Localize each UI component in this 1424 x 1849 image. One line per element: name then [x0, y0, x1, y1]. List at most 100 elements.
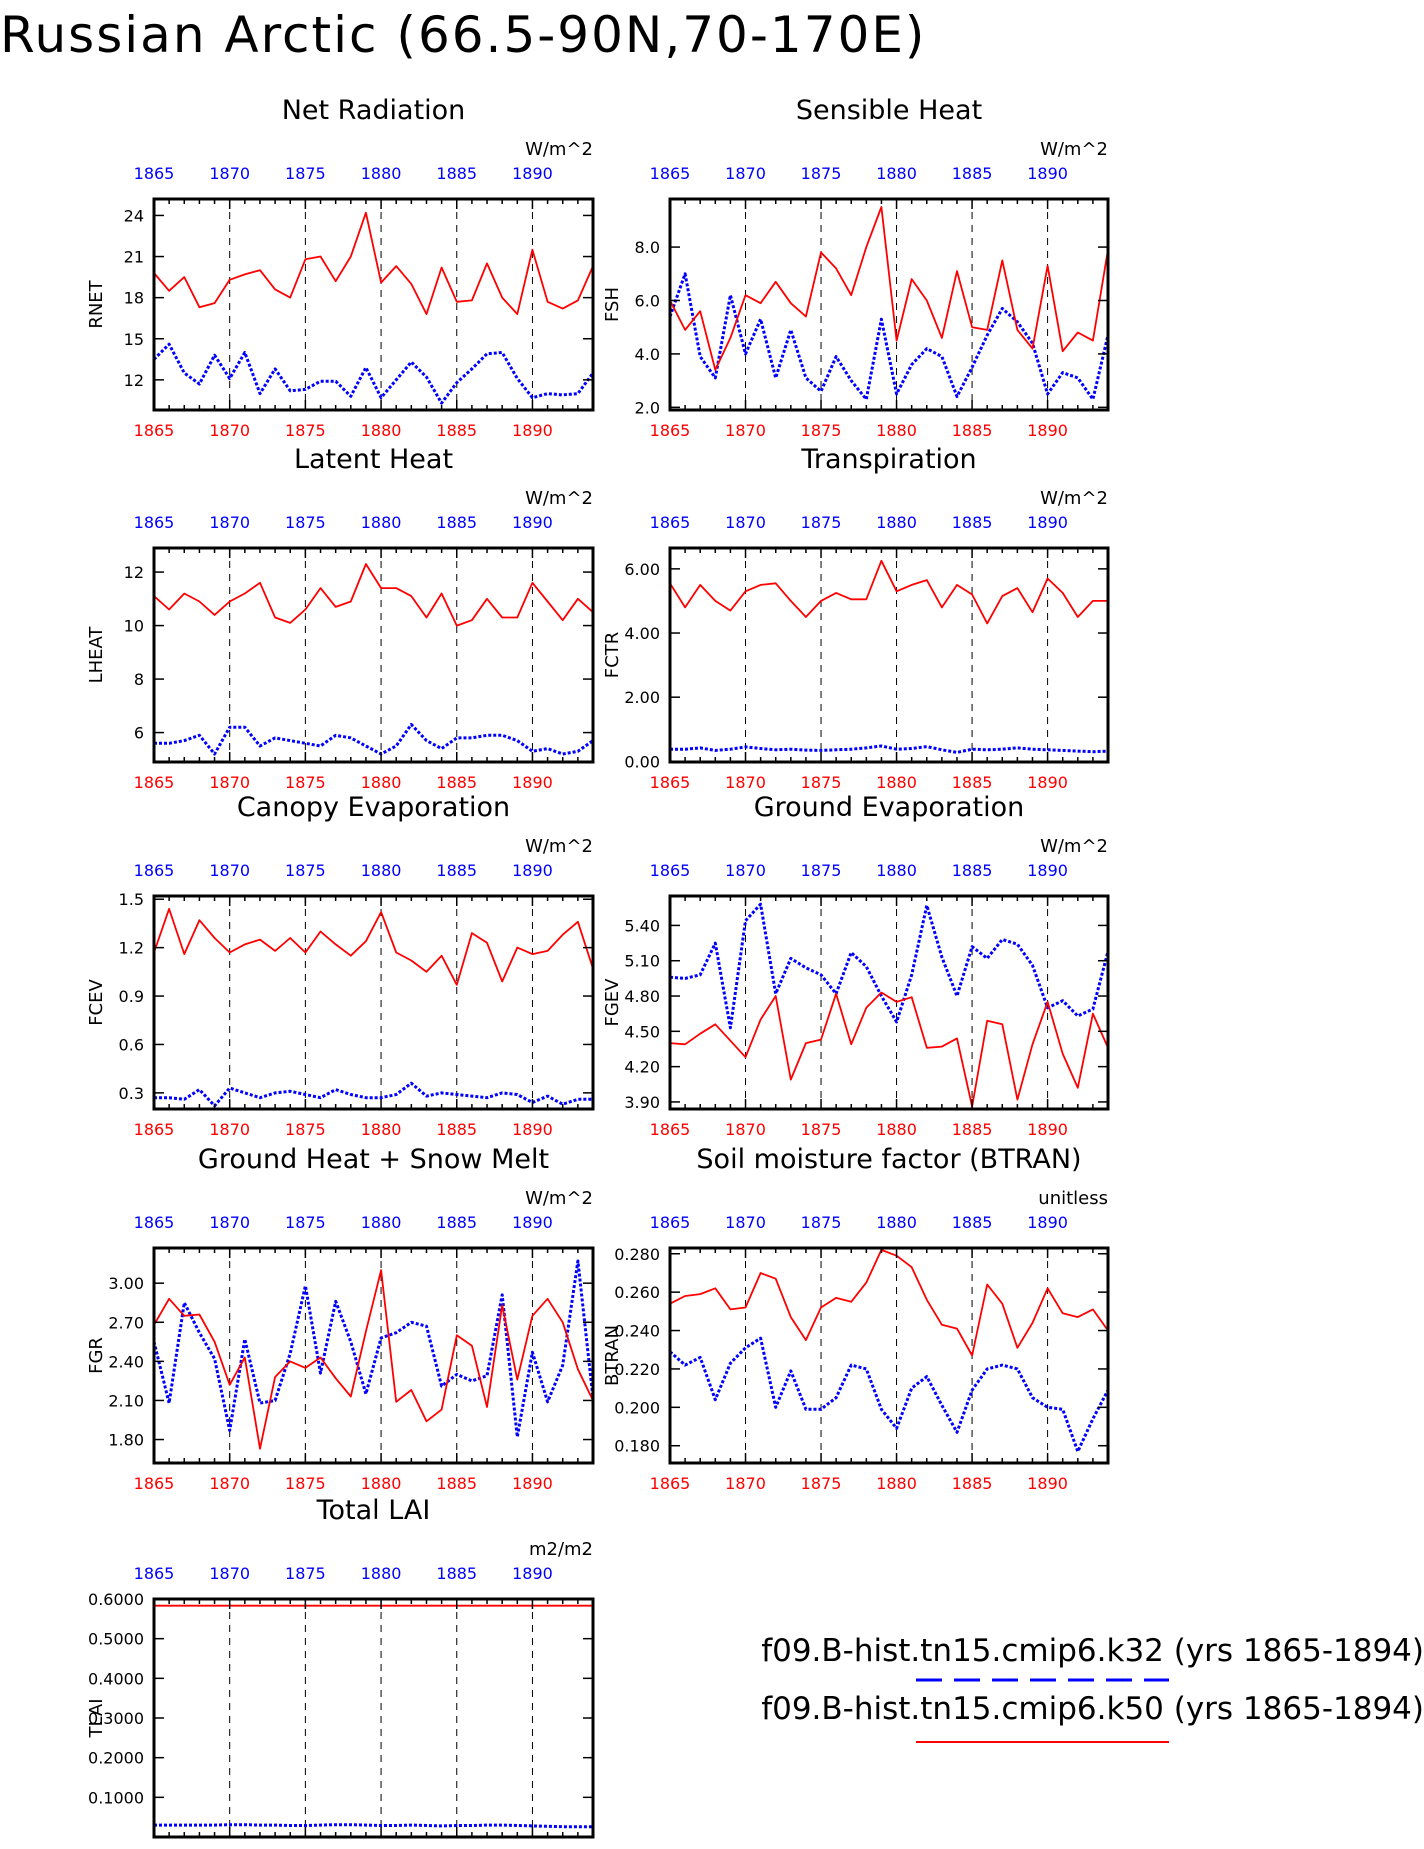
- x-tick-label-top: 1875: [285, 164, 326, 183]
- series-line-k32: [154, 1823, 593, 1829]
- x-tick-label-top: 1885: [436, 1564, 477, 1583]
- plot-frame: [152, 197, 595, 412]
- x-tick-label-bottom: 1890: [512, 773, 553, 792]
- x-tick-label-bottom: 1865: [650, 421, 691, 440]
- y-axis-label: RNET: [86, 279, 107, 328]
- chart-title: Net Radiation: [282, 95, 466, 126]
- chart-fcev: Canopy Evaporation W/m^2 FCEV 1865 1865 1870 1…: [86, 792, 595, 1139]
- y-tick-label: 6.00: [624, 560, 660, 579]
- y-tick-label: 10: [124, 617, 144, 636]
- x-tick-label-top: 1890: [512, 1564, 553, 1583]
- y-tick-label: 1.5: [119, 890, 144, 909]
- x-tick-label-bottom: 1870: [725, 421, 766, 440]
- x-tick-label-top: 1880: [876, 513, 917, 532]
- chart-fgr: Ground Heat + Snow Melt W/m^2 FGR 1865 1865 1…: [86, 1144, 595, 1493]
- x-tick-label-top: 1875: [285, 513, 326, 532]
- chart-title: Latent Heat: [294, 444, 453, 475]
- y-tick-label: 0.9: [119, 987, 144, 1006]
- x-tick-label-top: 1875: [801, 861, 842, 880]
- y-tick-label: 4.0: [635, 345, 660, 364]
- y-tick-label: 18: [124, 289, 144, 308]
- x-tick-label-top: 1890: [1027, 513, 1068, 532]
- legend: f09.B-hist.tn15.cmip6.k32 (yrs 1865-1894…: [761, 1633, 1424, 1743]
- x-tick-label-top: 1875: [285, 861, 326, 880]
- y-axis-label: BTRAN: [602, 1325, 623, 1386]
- x-tick-label-top: 1865: [134, 513, 175, 532]
- plot-frame: [152, 1597, 595, 1839]
- x-tick-label-bottom: 1865: [134, 1474, 175, 1493]
- x-tick-label-top: 1875: [801, 1213, 842, 1232]
- y-tick-label: 8: [134, 670, 144, 689]
- x-tick-label-bottom: 1880: [876, 1474, 917, 1493]
- x-tick-label-top: 1885: [952, 513, 993, 532]
- y-tick-label: 12: [124, 371, 144, 390]
- x-tick-label-top: 1865: [650, 513, 691, 532]
- x-tick-label-top: 1870: [209, 861, 250, 880]
- x-tick-label-bottom: 1890: [512, 1120, 553, 1139]
- plot-frame: [668, 197, 1110, 412]
- y-axis-label: FCTR: [602, 632, 623, 678]
- series-line-k50: [153, 1269, 594, 1450]
- y-tick-label: 0.180: [614, 1437, 660, 1456]
- y-tick-label: 0.3000: [88, 1709, 144, 1728]
- y-tick-label: 3.90: [624, 1093, 660, 1112]
- series-line-k32: [152, 342, 595, 405]
- plot-frame: [668, 546, 1110, 764]
- y-tick-label: 4.80: [624, 987, 660, 1006]
- y-tick-label: 0.260: [614, 1283, 660, 1302]
- y-tick-label: 5.10: [624, 952, 660, 971]
- x-tick-label-top: 1870: [209, 1213, 250, 1232]
- y-tick-label: 0.240: [614, 1322, 660, 1341]
- x-tick-label-top: 1880: [361, 1213, 402, 1232]
- y-axis-label: FGEV: [602, 978, 623, 1027]
- y-tick-label: 0.3: [119, 1084, 144, 1103]
- units-label: unitless: [1038, 1188, 1108, 1209]
- series-line-k32: [669, 902, 1110, 1030]
- units-label: W/m^2: [525, 1188, 593, 1209]
- x-tick-label-top: 1885: [436, 513, 477, 532]
- x-tick-label-top: 1890: [1027, 861, 1068, 880]
- y-tick-label: 6: [134, 724, 144, 743]
- x-tick-label-top: 1870: [209, 513, 250, 532]
- y-tick-label: 2.10: [108, 1391, 144, 1410]
- chart-title: Canopy Evaporation: [237, 792, 510, 823]
- x-tick-label-top: 1885: [436, 861, 477, 880]
- units-label: m2/m2: [529, 1539, 593, 1560]
- y-tick-label: 0.5000: [88, 1630, 144, 1649]
- x-tick-label-top: 1890: [1027, 1213, 1068, 1232]
- series-line-k50: [669, 206, 1109, 371]
- y-tick-label: 2.0: [635, 398, 660, 417]
- x-tick-label-bottom: 1870: [725, 1474, 766, 1493]
- series-line-k50: [153, 908, 594, 986]
- plot-frame: [152, 894, 595, 1111]
- chart-title: Ground Heat + Snow Melt: [198, 1144, 549, 1175]
- x-tick-label-bottom: 1875: [285, 773, 326, 792]
- x-tick-label-top: 1865: [134, 1564, 175, 1583]
- chart-tlai: Total LAIm2/m2TLAI1865186518701870187518…: [86, 1495, 595, 1849]
- x-tick-label-top: 1865: [134, 164, 175, 183]
- chart-fgev: Ground Evaporation W/m^2 FGEV 1865 1865 1870 1…: [602, 792, 1110, 1139]
- x-tick-label-top: 1885: [952, 164, 993, 183]
- x-tick-label-top: 1865: [650, 1213, 691, 1232]
- chart-fsh: Sensible Heat W/m^2 FSH 1865 1865 1870 1870 187…: [602, 95, 1110, 440]
- units-label: W/m^2: [525, 488, 593, 509]
- x-tick-label-top: 1880: [361, 861, 402, 880]
- x-tick-label-top: 1885: [952, 1213, 993, 1232]
- series-line-k32: [668, 272, 1110, 401]
- x-tick-label-top: 1865: [650, 861, 691, 880]
- x-tick-label-top: 1880: [876, 861, 917, 880]
- y-tick-label: 1.80: [108, 1431, 144, 1450]
- x-tick-label-bottom: 1885: [436, 1474, 477, 1493]
- x-tick-label-bottom: 1880: [876, 773, 917, 792]
- x-tick-label-bottom: 1870: [209, 1474, 250, 1493]
- y-tick-label: 2.00: [624, 688, 660, 707]
- y-tick-label: 4.00: [624, 624, 660, 643]
- units-label: W/m^2: [525, 836, 593, 857]
- y-axis-label: LHEAT: [86, 626, 107, 684]
- chart-title: Ground Evaporation: [754, 792, 1025, 823]
- y-tick-label: 8.0: [635, 238, 660, 257]
- x-tick-label-top: 1870: [725, 164, 766, 183]
- series-line-k50: [153, 563, 594, 627]
- x-tick-label-top: 1890: [512, 1213, 553, 1232]
